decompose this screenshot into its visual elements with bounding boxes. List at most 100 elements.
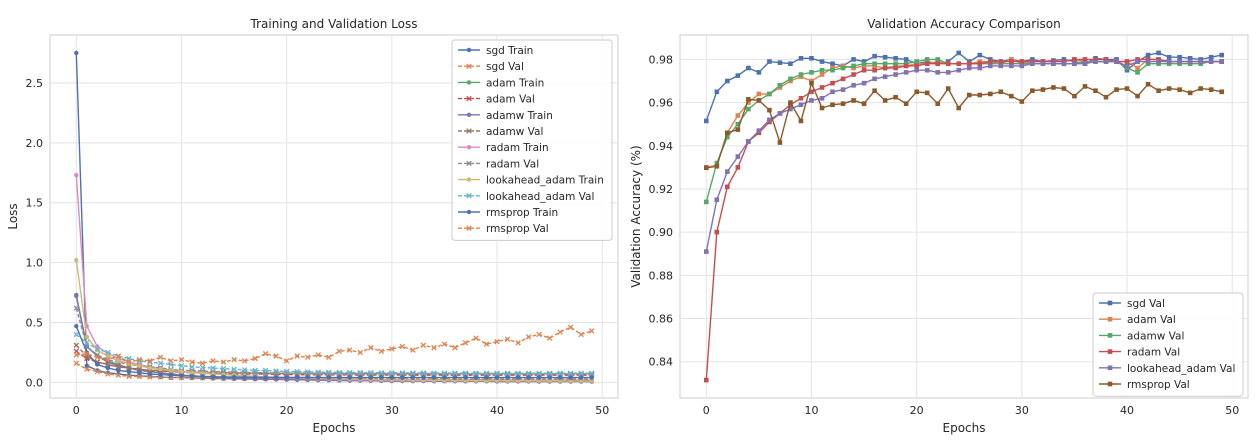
data-point	[977, 52, 983, 58]
x-tick-label: 10	[804, 404, 818, 417]
y-tick-label: 0.92	[649, 183, 674, 196]
data-point	[284, 375, 289, 380]
data-point	[74, 323, 79, 329]
data-point	[105, 356, 111, 363]
data-point	[945, 86, 951, 91]
data-point	[1093, 88, 1098, 94]
data-point	[368, 369, 374, 376]
data-point	[1177, 54, 1182, 60]
data-point	[703, 199, 709, 205]
data-point	[1009, 63, 1014, 69]
data-point	[893, 94, 898, 100]
data-point	[505, 375, 510, 380]
data-point	[777, 111, 783, 116]
data-point	[977, 65, 983, 71]
y-tick-label: 0.96	[649, 97, 674, 110]
data-point	[809, 70, 814, 75]
y-tick-label: 0.94	[649, 140, 674, 153]
data-point	[1219, 59, 1225, 64]
data-point	[1072, 57, 1077, 62]
data-point	[168, 358, 174, 364]
data-point	[1208, 54, 1214, 60]
data-point	[767, 59, 772, 64]
data-point	[420, 370, 427, 376]
data-point	[1030, 88, 1035, 94]
legend-item: adam Train	[458, 77, 544, 89]
legend-item: sgd Val	[458, 61, 524, 73]
legend-item: adamw Val	[458, 126, 543, 138]
data-point	[147, 371, 153, 377]
data-point	[589, 375, 594, 380]
data-point	[725, 78, 730, 84]
data-point	[1166, 86, 1172, 91]
series-line	[75, 333, 592, 374]
loss-tick-labels: 0 10 20 30 40 50 0.0 0.5 1.0 1.5 2.0 2.5	[26, 77, 610, 417]
data-point	[935, 57, 941, 62]
data-point	[882, 65, 888, 71]
y-tick-label: 0.0	[26, 376, 44, 389]
legend-label: radam Train	[486, 142, 549, 154]
data-point	[914, 59, 919, 64]
data-point	[325, 354, 332, 361]
legend-item: radam Train	[458, 142, 549, 154]
data-point	[1072, 93, 1077, 99]
data-point	[178, 356, 185, 363]
data-point	[483, 341, 490, 347]
data-point	[819, 59, 825, 64]
data-point	[231, 366, 237, 373]
data-point	[725, 169, 730, 174]
legend-item: radam Val	[458, 158, 539, 170]
data-point	[557, 329, 563, 335]
data-point	[220, 365, 227, 372]
data-point	[74, 258, 79, 263]
data-point	[1082, 84, 1088, 89]
data-point	[703, 165, 709, 171]
data-point	[872, 76, 877, 82]
data-point	[316, 375, 321, 380]
data-point	[851, 57, 856, 62]
loss-x-axis-label: Epochs	[313, 421, 356, 435]
data-point	[115, 353, 122, 359]
data-point	[536, 375, 542, 380]
data-point	[336, 369, 343, 376]
data-point	[452, 375, 458, 380]
data-point	[578, 370, 584, 376]
data-point	[1082, 57, 1088, 62]
data-point	[379, 375, 384, 380]
legend-box	[451, 39, 613, 241]
data-point	[452, 370, 458, 376]
legend-swatch-marker	[466, 225, 472, 231]
data-point	[966, 92, 972, 98]
legend-swatch-marker	[466, 145, 472, 150]
data-point	[798, 118, 804, 124]
data-point	[914, 67, 919, 73]
data-point	[1051, 61, 1056, 67]
data-point	[441, 341, 448, 347]
data-point	[819, 67, 825, 73]
data-point	[115, 364, 122, 370]
data-point	[73, 360, 80, 367]
data-point	[199, 364, 206, 371]
data-point	[536, 378, 542, 383]
data-point	[1156, 59, 1161, 64]
data-point	[168, 368, 174, 373]
x-tick-label: 20	[280, 404, 294, 417]
y-tick-label: 1.0	[26, 257, 44, 270]
data-point	[746, 65, 751, 71]
data-point	[1198, 59, 1203, 64]
data-point	[798, 56, 804, 61]
legend-label: rmsprop Train	[486, 207, 558, 219]
data-point	[1135, 93, 1140, 99]
x-tick-label: 0	[73, 404, 80, 417]
data-point	[473, 375, 479, 380]
data-point	[746, 139, 751, 144]
data-point	[767, 117, 772, 123]
legend-item: adam Val	[1099, 314, 1176, 326]
x-tick-label: 40	[1120, 404, 1134, 417]
data-point	[337, 375, 342, 380]
data-point	[893, 61, 898, 67]
data-point	[1114, 87, 1119, 92]
data-point	[893, 72, 898, 77]
data-point	[84, 366, 90, 373]
data-point	[830, 61, 835, 67]
